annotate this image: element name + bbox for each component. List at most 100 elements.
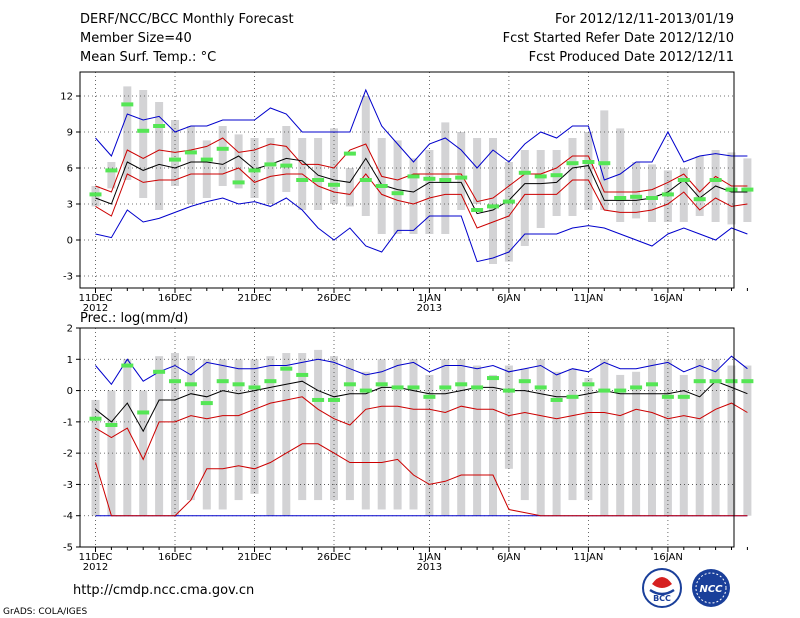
precip-panel-title: Prec.: log(mm/d)	[80, 311, 188, 326]
prec-observed-marker	[677, 394, 690, 399]
prec-ensemble-box	[107, 390, 116, 516]
prec-ensemble-box	[345, 359, 354, 501]
ncc-logo-text: NCC	[699, 584, 723, 595]
temp-outer-high-line	[95, 88, 748, 181]
temp-observed-marker	[534, 174, 547, 179]
grads-credit: GrADS: COLA/IGES	[3, 607, 87, 617]
prec-ensemble-box	[282, 353, 291, 516]
temp-observed-marker	[359, 178, 372, 182]
temp-observed-marker	[709, 178, 722, 182]
temp-observed-marker	[216, 146, 229, 151]
prec-observed-marker	[343, 382, 356, 387]
prec-observed-marker	[598, 388, 611, 393]
prec-ensemble-box	[298, 353, 307, 501]
temp-observed-marker	[598, 161, 611, 166]
temp-observed-marker	[232, 180, 245, 185]
temp-observed-marker	[566, 161, 579, 166]
prec-observed-marker	[264, 379, 277, 384]
prec-y-tick-label: -5	[63, 543, 73, 554]
prec-x-tick-label: 21DEC	[238, 552, 272, 563]
temp-ensemble-box	[695, 156, 704, 216]
temp-ensemble-box	[218, 126, 227, 186]
prec-ensemble-box	[600, 359, 609, 516]
temp-ensemble-box	[520, 150, 529, 246]
variable-label: Mean Surf. Temp.: °C	[80, 50, 216, 65]
prec-ensemble-box	[425, 374, 434, 516]
prec-observed-marker	[296, 372, 309, 377]
prec-y-tick-label: -1	[63, 417, 73, 428]
prec-ensemble-box	[584, 378, 593, 501]
temp-y-tick-label: 6	[67, 164, 73, 175]
prec-observed-marker	[725, 379, 738, 384]
prec-ensemble-box	[139, 390, 148, 516]
temp-observed-marker	[518, 170, 531, 175]
prec-ensemble-box	[409, 359, 418, 510]
prec-observed-marker	[439, 385, 452, 390]
temp-y-tick-label: -3	[63, 272, 73, 283]
prec-ensemble-box	[663, 359, 672, 516]
temp-x-tick-label: 11JAN	[573, 293, 603, 304]
prec-x-tick-label: 1JAN	[418, 552, 441, 563]
temp-observed-marker	[502, 199, 515, 204]
temp-observed-marker	[184, 150, 197, 155]
temp-outer-low-line	[95, 197, 748, 263]
temp-ensemble-box	[616, 128, 625, 222]
temp-observed-marker	[169, 157, 181, 162]
prec-ensemble-box	[457, 359, 466, 516]
prec-ensemble-box	[441, 359, 450, 516]
temp-observed-marker	[280, 163, 293, 168]
prec-observed-marker	[169, 379, 181, 384]
temp-ensemble-box	[202, 140, 211, 198]
prec-observed-marker	[661, 394, 674, 399]
temp-observed-marker	[296, 178, 309, 182]
temp-ensemble-box	[186, 126, 195, 204]
prec-ensemble-box	[743, 365, 752, 516]
prec-ensemble-box	[155, 356, 164, 516]
temp-observed-marker	[105, 168, 118, 173]
prec-ensemble-box	[616, 374, 625, 516]
prec-observed-marker	[184, 382, 197, 387]
temp-ensemble-box	[155, 102, 164, 210]
prec-observed-marker	[630, 385, 643, 390]
prec-ensemble-box	[171, 353, 179, 516]
temp-ensemble-box	[266, 138, 275, 204]
prec-observed-marker	[566, 394, 579, 399]
temp-ensemble-box	[361, 96, 370, 216]
temp-x-tick-label: 11DEC	[79, 293, 113, 304]
prec-x-tick-label: 16DEC	[158, 552, 192, 563]
temp-observed-marker	[153, 124, 166, 128]
temp-observed-marker	[328, 182, 340, 187]
temp-observed-marker	[264, 162, 277, 167]
temp-ensemble-box	[600, 110, 609, 210]
prec-ensemble-box	[393, 359, 402, 510]
prec-outer-high-line	[95, 355, 748, 386]
prec-observed-marker	[582, 382, 595, 387]
temp-ensemble-box	[679, 168, 688, 222]
footer-url[interactable]: http://cmdp.ncc.cma.gov.cn	[73, 583, 254, 598]
prec-ensemble-box	[91, 399, 100, 516]
temp-ensemble-box	[234, 134, 243, 189]
prec-mean-line	[95, 380, 748, 433]
prec-observed-marker	[534, 385, 547, 390]
temp-observed-marker	[312, 178, 325, 182]
prec-y-tick-label: 0	[67, 386, 73, 397]
prec-ensemble-box	[473, 365, 482, 516]
temp-observed-marker	[121, 102, 134, 107]
prec-observed-marker	[232, 382, 245, 387]
temp-ensemble-box	[123, 86, 132, 180]
temp-y-tick-label: 12	[60, 92, 73, 103]
temp-observed-marker	[407, 174, 420, 179]
prec-y-tick-label: 1	[67, 355, 73, 366]
temp-x-tick-label: 16JAN	[653, 293, 683, 304]
prec-y-tick-label: -4	[63, 511, 73, 522]
temp-observed-marker	[455, 175, 468, 180]
temp-observed-marker	[725, 187, 738, 192]
temp-observed-marker	[677, 178, 690, 182]
prec-observed-marker	[502, 388, 515, 393]
temp-observed-marker	[248, 168, 261, 173]
prec-observed-marker	[153, 369, 166, 374]
prec-observed-marker	[216, 379, 229, 384]
prec-ensemble-box	[377, 359, 386, 510]
member-size-label: Member Size=40	[80, 31, 192, 46]
